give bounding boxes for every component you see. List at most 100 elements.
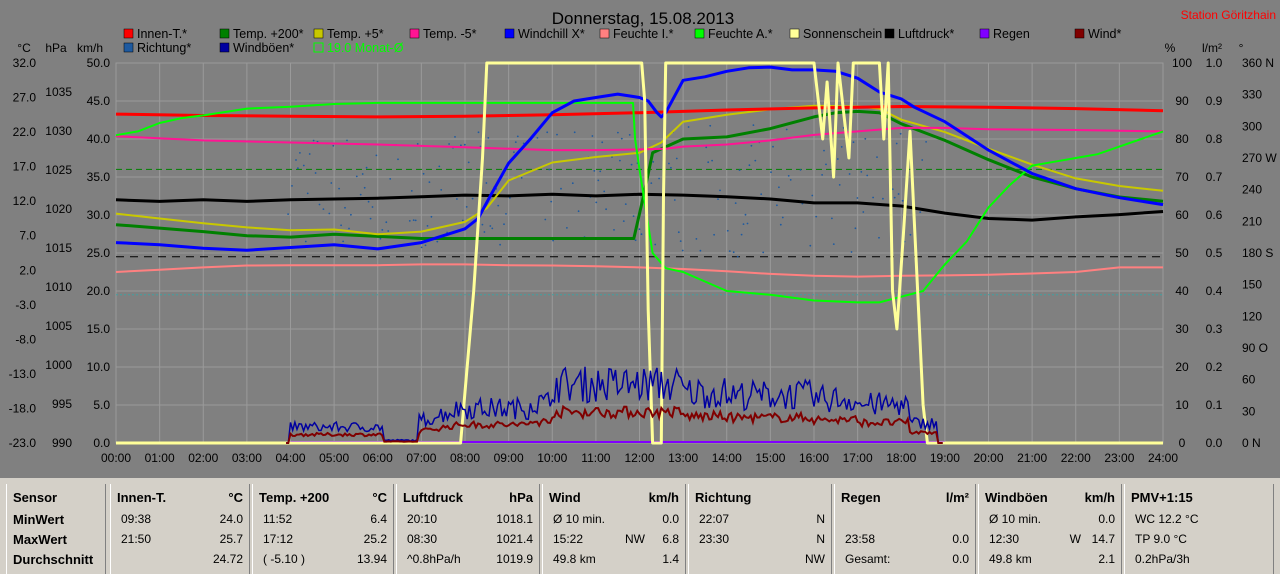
stats-column: Wind km/h Ø 10 min. 0.0 15:22 NW 6.8 49.8 km 1.4… [542,484,686,574]
richtung-point [909,233,912,236]
stats-cell: 0.0 [662,572,679,574]
stats-cell: 6.8 [662,532,679,546]
legend-label: Feuchte I.* [613,27,674,41]
stats-row: Ø 10 min. 0.0 [985,512,1115,530]
richtung-point [815,215,818,218]
richtung-point [781,216,784,219]
richtung-point [811,194,814,197]
stats-row: Ø 10 min. 0.0 [549,512,679,530]
legend-label: Innen-T.* [137,27,187,41]
legend-swatch [123,28,134,39]
richtung-point [670,166,672,169]
legend-label: Richtung* [137,41,191,55]
richtung-point [318,203,321,206]
legend-label: Wind* [1088,27,1121,41]
richtung-point [707,161,710,164]
legend-swatch [123,42,134,53]
stats-cell: 25.7 [219,532,243,546]
richtung-point [852,141,855,144]
richtung-point [291,185,293,187]
richtung-point [668,162,670,165]
richtung-point [299,152,301,154]
richtung-point [314,172,317,174]
richtung-point [365,166,368,169]
richtung-point [454,136,456,138]
richtung-point [485,182,488,184]
series-wind [286,404,943,444]
richtung-point [338,187,340,190]
richtung-point [591,135,594,137]
celsius-tick-label: -13.0 [9,367,37,381]
stats-cell: 0.0 [952,572,969,574]
lm2-tick-label: 0.2 [1206,360,1223,374]
richtung-point [754,159,757,162]
stats-cell: 2.1 [1098,552,1115,566]
legend-swatch [599,28,610,39]
richtung-point [595,201,598,204]
richtung-point [408,220,411,222]
stats-cell: Gesamt: [845,552,891,566]
richtung-point [566,227,568,229]
richtung-point [695,238,698,240]
richtung-point [420,246,423,249]
series-luftdruck [115,192,1164,222]
richtung-point [536,137,539,139]
kmh-tick-label: 15.0 [87,322,111,336]
series-tempm5 [115,126,1164,152]
stats-cell: 0.0 [952,532,969,546]
stats-row: TP 9.0 °C [1131,532,1267,550]
richtung-point [436,240,439,243]
stats-cell: Durchschnitt [13,552,94,567]
richtung-point [699,249,702,252]
chart-svg: 00:00 01:00 02:00 03:00 04:00 05:00 06:00 07:00… [0,0,1280,478]
stats-cell: 24.0 [219,512,243,526]
stats-cell: 1021.4 [496,532,533,546]
deg-tick-label: 60 [1242,373,1256,387]
richtung-point [385,221,388,224]
kmh-tick-label: 50.0 [87,56,111,70]
richtung-point [342,240,344,243]
richtung-point [770,171,772,174]
richtung-point [628,134,631,136]
stats-cell: 23:30 [699,532,730,546]
richtung-point [709,124,712,127]
richtung-point [456,198,458,200]
richtung-point [487,137,490,139]
legend-swatch [313,42,324,53]
richtung-point [658,177,660,180]
legend-swatch [219,42,230,53]
lm2-tick-label: 0.5 [1206,246,1223,260]
richtung-point [872,196,874,199]
richtung-point [603,190,606,193]
series-feuchte_i [115,263,1163,278]
deg-tick-label: 180 S [1242,246,1273,260]
richtung-point [840,146,843,148]
stats-cell: TP 9.0 °C [1135,532,1187,546]
hpa-tick-label: 1005 [45,319,72,333]
richtung-point [742,223,745,226]
richtung-point [634,239,637,242]
richtung-point [650,182,653,185]
lm2-tick-label: 0.9 [1206,94,1223,108]
kmh-tick-label: 35.0 [87,170,111,184]
stats-header-label: Wind [549,490,581,505]
stats-cell: ^0.8hPa/h [407,552,461,566]
x-tick-label: 01:00 [145,451,175,465]
stats-row: 23:58 0.0 [841,532,969,550]
stats-cell: 09:38 [121,512,152,526]
celsius-tick-label: -8.0 [15,332,36,346]
richtung-point [787,175,790,177]
stats-cell: N [816,512,825,526]
richtung-point [440,189,443,191]
statistics-table: Sensor MinWert MaxWert Durchschnitt 15.08. 2… [0,478,1280,574]
stats-row: 49.8 km 2.1 [985,552,1115,570]
stats-header-unit: km/h [1084,490,1115,505]
stats-cell: 20:10 [407,512,438,526]
richtung-point [899,132,902,135]
hpa-tick-label: 1000 [45,358,72,372]
hpa-tick-label: 1025 [45,163,72,177]
x-tick-label: 03:00 [232,451,262,465]
richtung-point [785,128,788,131]
richtung-point [414,219,417,222]
legend-label: 19.0 Monat-Ø [327,41,404,55]
